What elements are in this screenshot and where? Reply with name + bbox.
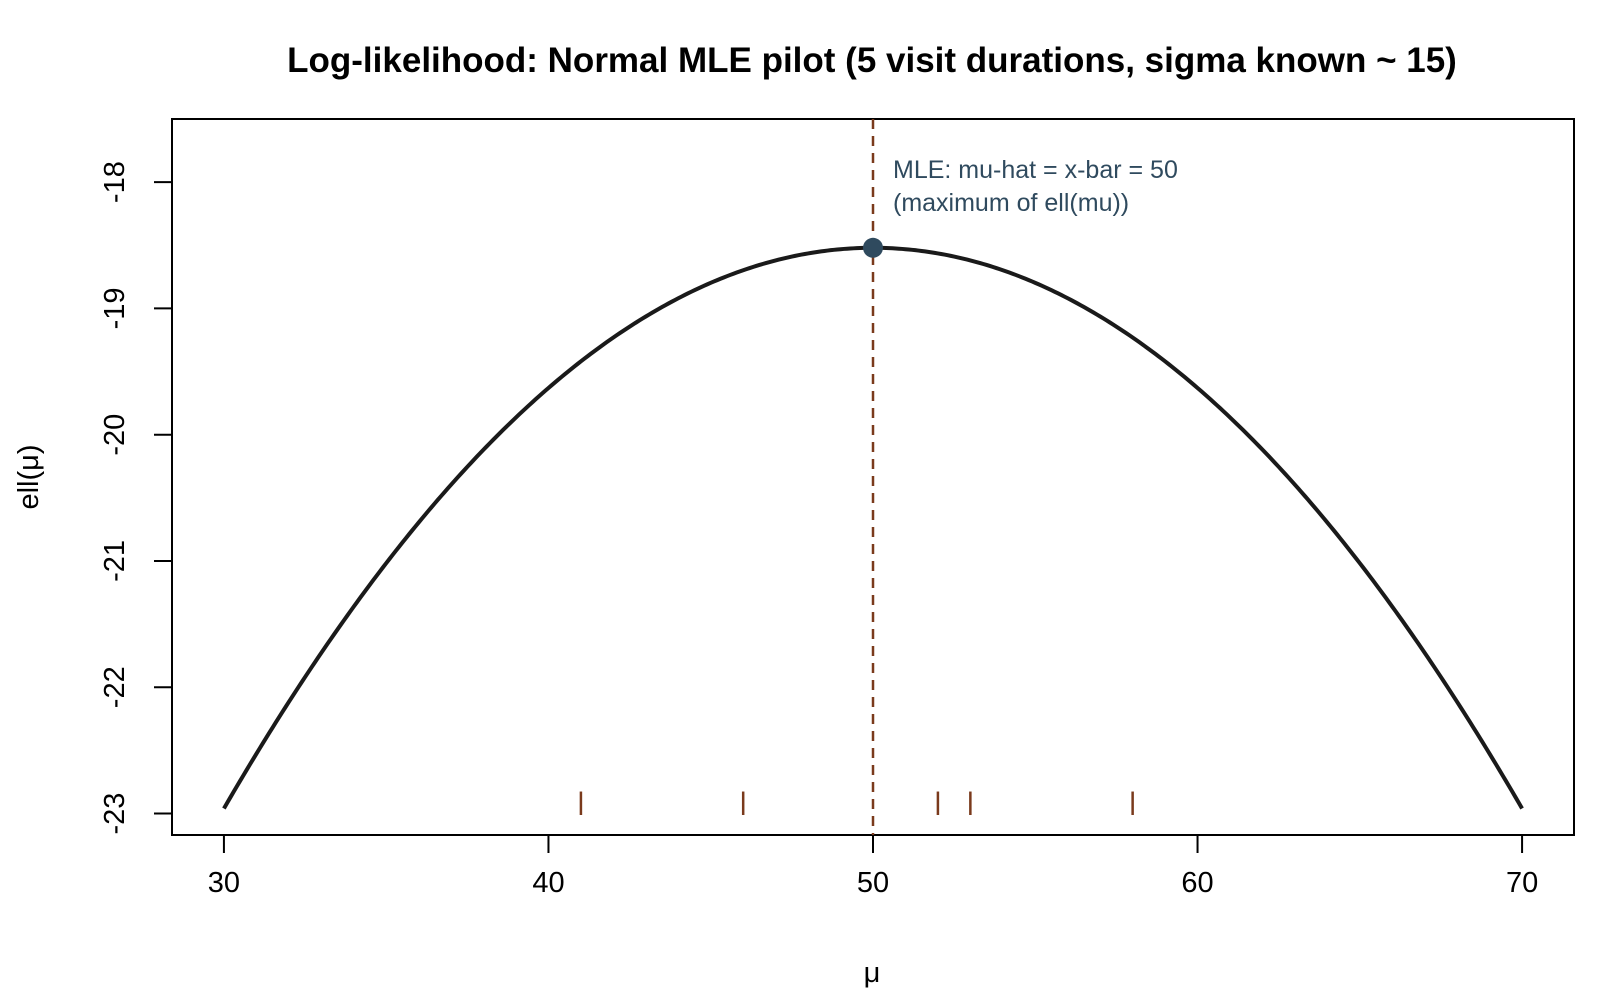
x-axis: 30 40 50 60 70: [208, 834, 1538, 899]
y-tick-label: -23: [99, 793, 131, 835]
chart-title: Log-likelihood: Normal MLE pilot (5 visi…: [287, 41, 1457, 80]
y-tick-label: -18: [99, 161, 131, 203]
y-axis: -23 -22 -21 -20 -19 -18: [99, 161, 173, 835]
x-tick-label: 50: [857, 867, 889, 899]
mle-point: [863, 237, 883, 258]
mle-annotation-line1: MLE: mu-hat = x-bar = 50: [893, 156, 1178, 184]
y-axis-label: ell(μ): [13, 444, 45, 509]
mle-annotation-line2: (maximum of ell(mu)): [893, 189, 1129, 217]
y-tick-label: -19: [99, 287, 131, 329]
x-tick-label: 40: [532, 867, 564, 899]
y-tick-label: -20: [99, 414, 131, 456]
x-tick-label: 60: [1181, 867, 1213, 899]
y-tick-label: -22: [99, 666, 131, 708]
x-axis-label: μ: [864, 957, 881, 989]
y-tick-label: -21: [99, 540, 131, 582]
x-tick-label: 30: [208, 867, 240, 899]
data-rug: [579, 791, 1134, 815]
x-tick-label: 70: [1506, 867, 1538, 899]
